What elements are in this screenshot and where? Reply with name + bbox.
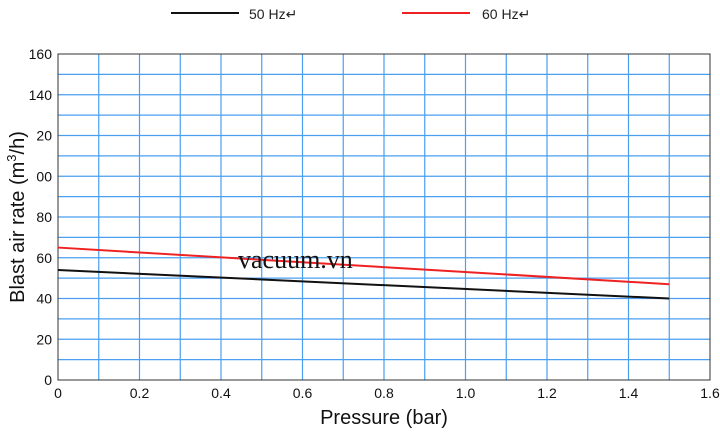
x-tick-label: 1.2 — [537, 385, 557, 401]
grid — [58, 54, 710, 380]
y-tick-label: 40 — [36, 291, 52, 307]
x-tick-label: 0.2 — [130, 385, 150, 401]
series-line-60hz — [57, 246, 670, 286]
x-tick-label: 0.4 — [211, 385, 231, 401]
watermark: vacuum.vn — [238, 245, 353, 274]
x-tick-label: 0.8 — [374, 385, 394, 401]
y-tick-label: 20 — [36, 128, 52, 144]
y-tick-label: 160 — [29, 46, 53, 62]
x-axis-label: Pressure (bar) — [320, 407, 448, 429]
legend: 50 Hz↵ 60 Hz↵ — [171, 6, 530, 22]
series-line-50hz — [57, 268, 670, 300]
x-tick-label: 0 — [54, 385, 62, 401]
y-axis-label: Blast air rate (m3/h) — [4, 131, 29, 303]
legend-label-60hz: 60 Hz↵ — [482, 6, 530, 22]
x-tick-label: 1.6 — [700, 385, 720, 401]
legend-label-50hz: 50 Hz↵ — [249, 6, 297, 22]
y-tick-label: 60 — [36, 250, 52, 266]
y-tick-label: 20 — [36, 331, 52, 347]
y-tick-label: 140 — [29, 87, 53, 103]
y-tick-label: 80 — [36, 209, 52, 225]
y-tick-label: 00 — [36, 168, 52, 184]
plot-frame — [57, 53, 711, 381]
x-tick-label: 0.6 — [293, 385, 313, 401]
x-tick-label: 1.0 — [456, 385, 476, 401]
x-tick-label: 1.4 — [619, 385, 639, 401]
y-tick-label: 0 — [44, 372, 52, 388]
